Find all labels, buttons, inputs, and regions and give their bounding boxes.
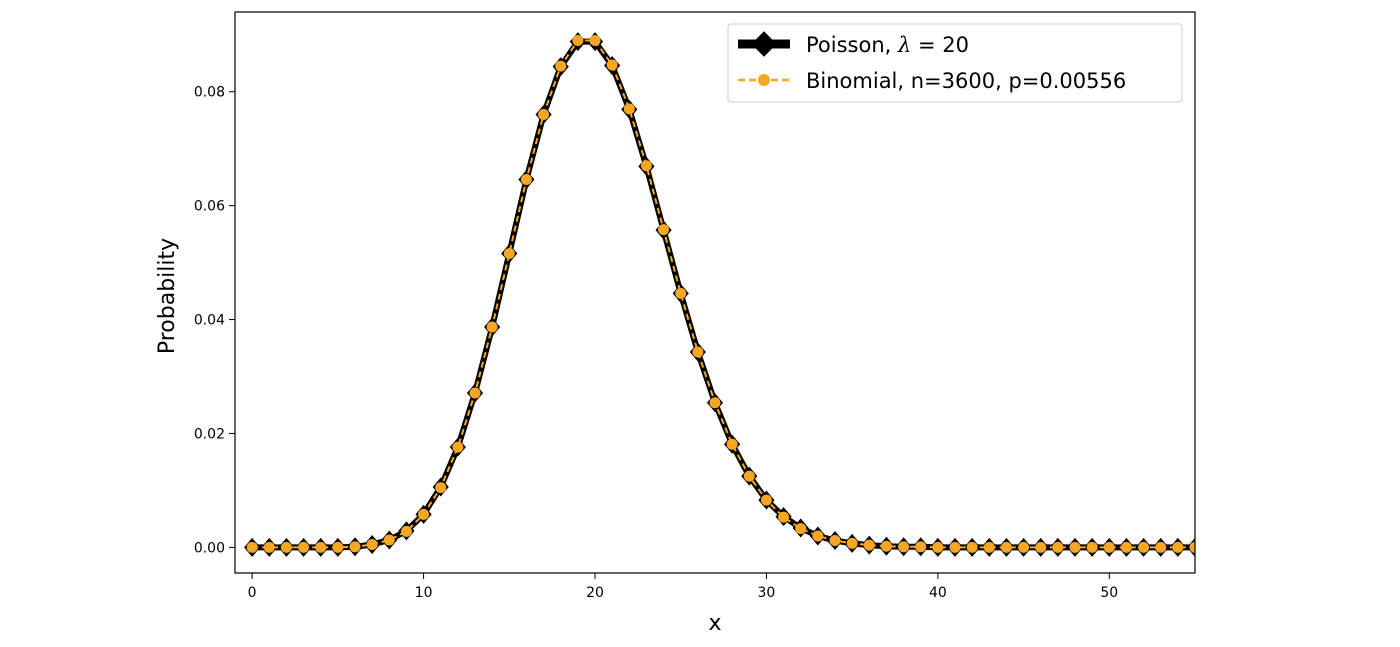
- binomial-point: [915, 541, 927, 553]
- legend: Poisson, λ = 20 Binomial, n=3600, p=0.00…: [727, 23, 1183, 103]
- x-tick-label: 0: [248, 585, 257, 601]
- binomial-point: [966, 541, 978, 553]
- binomial-point: [366, 539, 378, 551]
- binomial-point: [863, 539, 875, 551]
- y-tick-label: 0.06: [194, 199, 225, 215]
- x-tick-label: 20: [586, 585, 604, 601]
- binomial-point: [332, 541, 344, 553]
- binomial-point: [486, 321, 498, 333]
- x-axis-label: x: [708, 611, 721, 636]
- binomial-point: [778, 511, 790, 523]
- binomial-line: [252, 39, 1195, 549]
- series-layer: [244, 32, 1195, 557]
- y-tick-label: 0.00: [194, 540, 225, 556]
- binomial-point: [1155, 541, 1167, 553]
- binomial-point: [418, 508, 430, 520]
- series-poisson: [244, 32, 1195, 557]
- binomial-point: [503, 247, 515, 259]
- x-axis: 0 10 20 30 40 50: [248, 573, 1118, 601]
- binomial-point: [572, 34, 584, 46]
- binomial-point: [1018, 541, 1030, 553]
- binomial-point: [932, 541, 944, 553]
- binomial-point: [846, 537, 858, 549]
- binomial-point: [675, 287, 687, 299]
- binomial-point: [263, 541, 275, 553]
- binomial-point: [795, 523, 807, 535]
- x-tick-label: 30: [758, 585, 776, 601]
- plot-frame: [234, 11, 1196, 574]
- binomial-point: [555, 60, 567, 72]
- binomial-point: [898, 541, 910, 553]
- legend-poisson-marker: [751, 31, 777, 57]
- poisson-line: [252, 38, 1195, 551]
- binomial-point: [246, 541, 258, 553]
- binomial-point: [280, 541, 292, 553]
- binomial-point: [469, 387, 481, 399]
- binomial-point: [812, 530, 824, 542]
- legend-binomial-label: Binomial, n=3600, p=0.00556: [806, 69, 1126, 93]
- binomial-point: [606, 59, 618, 71]
- binomial-point: [520, 173, 532, 185]
- binomial-point: [760, 494, 772, 506]
- legend-box: [727, 23, 1183, 103]
- binomial-point: [1103, 541, 1115, 553]
- binomial-point: [880, 540, 892, 552]
- legend-poisson-label: Poisson, λ = 20: [806, 33, 969, 57]
- y-tick-label: 0.02: [194, 426, 225, 442]
- binomial-point: [709, 397, 721, 409]
- y-tick-label: 0.08: [194, 85, 225, 101]
- y-tick-label: 0.04: [194, 313, 225, 329]
- binomial-point: [383, 534, 395, 546]
- binomial-point: [1086, 541, 1098, 553]
- y-axis-label: Probability: [155, 238, 180, 354]
- binomial-point: [829, 535, 841, 547]
- binomial-point: [726, 438, 738, 450]
- legend-binomial-marker: [758, 74, 770, 86]
- binomial-point: [983, 541, 995, 553]
- binomial-point: [589, 34, 601, 46]
- binomial-point: [1120, 541, 1132, 553]
- binomial-point: [1189, 541, 1195, 553]
- binomial-point: [1052, 541, 1064, 553]
- binomial-point: [1172, 541, 1184, 553]
- x-tick-label: 10: [415, 585, 433, 601]
- binomial-point: [640, 160, 652, 172]
- x-tick-label: 50: [1100, 585, 1118, 601]
- binomial-point: [1000, 541, 1012, 553]
- binomial-point: [538, 109, 550, 121]
- series-binomial: [246, 34, 1195, 553]
- x-tick-label: 40: [929, 585, 947, 601]
- y-axis: 0.00 0.02 0.04 0.06 0.08: [194, 85, 235, 556]
- binomial-point: [949, 541, 961, 553]
- binomial-point: [435, 482, 447, 494]
- binomial-point: [658, 224, 670, 236]
- binomial-point: [315, 541, 327, 553]
- binomial-point: [1035, 541, 1047, 553]
- binomial-point: [298, 541, 310, 553]
- binomial-point: [452, 441, 464, 453]
- binomial-point: [623, 103, 635, 115]
- binomial-point: [692, 346, 704, 358]
- binomial-point: [1138, 541, 1150, 553]
- binomial-point: [349, 541, 361, 553]
- binomial-point: [1069, 541, 1081, 553]
- binomial-point: [743, 470, 755, 482]
- binomial-point: [400, 525, 412, 537]
